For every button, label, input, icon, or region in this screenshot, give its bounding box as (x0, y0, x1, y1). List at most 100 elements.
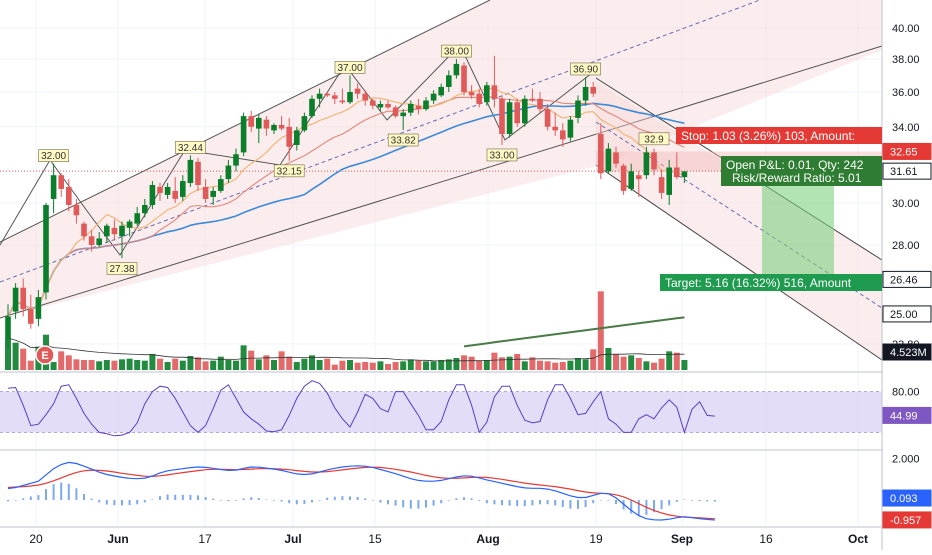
candle-body (522, 98, 528, 124)
candle (202, 179, 209, 203)
candle-body (12, 287, 19, 312)
macd-histogram-bar (546, 499, 549, 505)
target-label-box (660, 274, 882, 291)
volume-bar (575, 358, 581, 370)
volume-bar (483, 360, 490, 370)
volume-bar (248, 350, 255, 370)
volume-bar (499, 357, 505, 370)
candle (674, 152, 680, 180)
pivot-label: 33.82 (387, 133, 419, 147)
candle-body (590, 86, 596, 94)
volume-bar (613, 354, 619, 370)
candle-body (408, 103, 414, 113)
price-badge: 26.46 (882, 270, 932, 288)
candle-body (134, 213, 140, 224)
pivot-label-box (38, 149, 69, 162)
volume-bar (552, 362, 559, 370)
candle-body (347, 91, 353, 103)
macd-value-badge-text: -0.957 (890, 515, 921, 527)
macd-histogram-bar (318, 499, 321, 501)
price-badge: 31.61 (882, 162, 932, 180)
candle-body (218, 179, 224, 191)
volume-bar (65, 355, 72, 370)
candle-body (582, 86, 589, 101)
volume-bar (506, 356, 513, 370)
price-badge: 4.523M (882, 343, 932, 361)
candle-body (468, 91, 475, 96)
pivot-label-text: 38.00 (444, 47, 469, 58)
candle-body (636, 175, 642, 180)
pivot-label: 37.00 (334, 61, 366, 74)
candle (476, 88, 482, 108)
pivot-label-box (334, 61, 366, 74)
pivot-label: 27.38 (106, 262, 138, 275)
volume-bar (658, 358, 665, 370)
macd-histogram-bar (516, 499, 519, 507)
macd-histogram-bar (37, 495, 40, 500)
price-badge-text: 4.523M (890, 347, 927, 359)
time-tick-label: Jun (107, 532, 128, 546)
pivot-label-text: 32.00 (41, 151, 66, 162)
volume-bar (20, 348, 27, 370)
volume-bar (263, 355, 270, 370)
macd-histogram-bar (683, 499, 686, 501)
volume-bar (111, 360, 118, 370)
volume-bar (119, 359, 125, 370)
candle (560, 123, 566, 147)
candle-body (309, 98, 315, 117)
candle-body (332, 95, 338, 99)
candle (552, 112, 558, 136)
candle (294, 126, 300, 151)
candle-body (385, 103, 391, 108)
candle-body (560, 130, 566, 140)
candle (96, 232, 102, 248)
candle (111, 219, 118, 241)
volume-bar (286, 356, 293, 370)
candle-body (240, 116, 247, 153)
macd-histogram-bar (539, 499, 541, 505)
target-label-text: Target: 5.16 (16.32%) 516, Amount (665, 276, 852, 290)
candle (119, 221, 125, 259)
candle-body (613, 152, 619, 164)
macd-histogram-bar (615, 499, 617, 505)
macd-histogram-bar (98, 499, 101, 503)
candle (5, 304, 11, 350)
candle-body (552, 126, 558, 131)
candle-body (529, 98, 536, 101)
price-badge-box (882, 343, 932, 361)
candle (613, 146, 619, 168)
volume-bar (278, 351, 285, 370)
candle (605, 143, 612, 174)
volume-bar (407, 359, 414, 370)
candle (180, 175, 186, 201)
macd-histogram-bar (311, 499, 313, 503)
volume-bar (12, 342, 19, 370)
candle (316, 88, 323, 108)
volume-bar (597, 291, 604, 370)
macd-histogram-bar (295, 499, 298, 505)
time-tick-label: 16 (759, 532, 773, 546)
macd-histogram-bar (60, 482, 63, 500)
macd-histogram-bar (584, 499, 587, 508)
macd-histogram-bar (257, 498, 260, 500)
pivot-label-text: 32.9 (644, 134, 664, 145)
macd-histogram-bar (706, 499, 709, 502)
pivot-label: 36.90 (570, 62, 601, 75)
price-tick-label: 40.00 (892, 23, 920, 35)
candle (544, 103, 551, 131)
time-tick-label: 20 (29, 532, 43, 546)
candle (28, 294, 34, 329)
candle (681, 171, 688, 184)
candle (35, 290, 42, 327)
candle-body (423, 100, 429, 110)
candle (225, 159, 232, 184)
pivot-label-box (441, 44, 472, 58)
volume-bar (233, 360, 239, 370)
stoch-value-badge: 44.99 (882, 406, 932, 424)
candle (332, 91, 338, 104)
candle (430, 90, 437, 104)
candle-body (506, 102, 513, 134)
macd-histogram-bar (599, 499, 602, 501)
volume-bar (255, 359, 262, 370)
